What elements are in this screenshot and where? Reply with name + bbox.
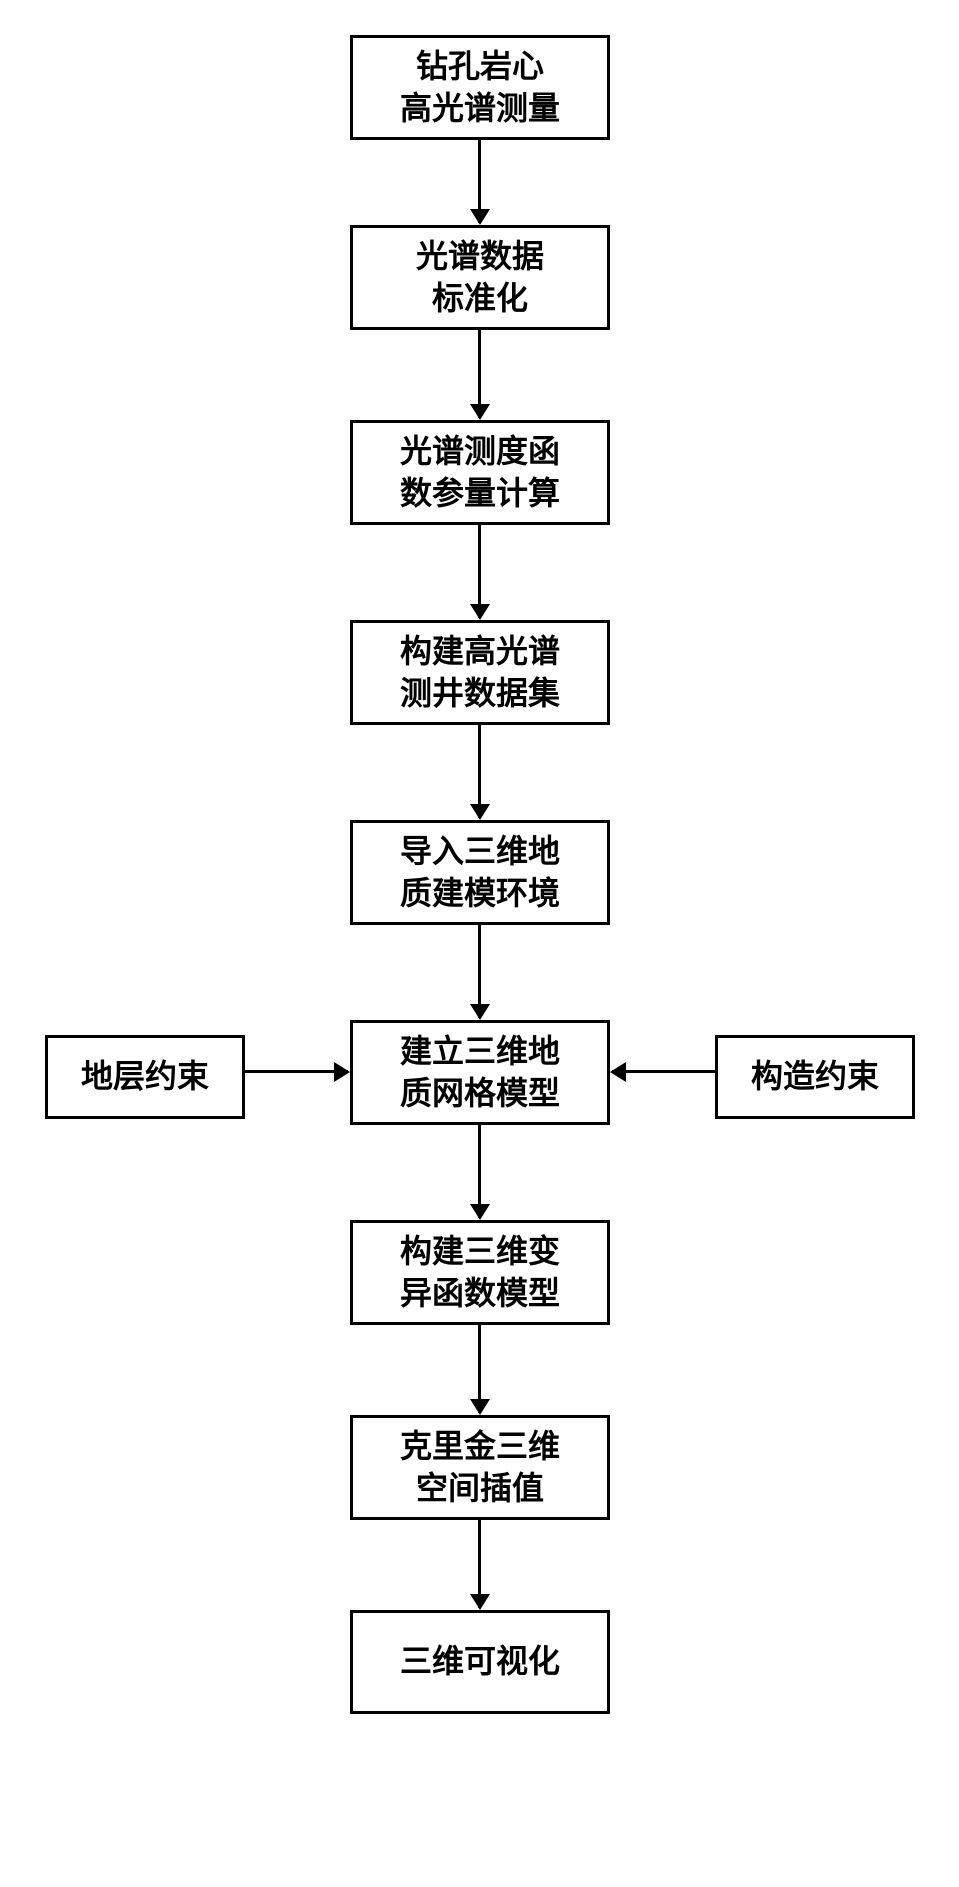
flowchart-container: 钻孔岩心高光谱测量 光谱数据标准化 光谱测度函数参量计算 构建高光谱测井数据集 … [0, 0, 959, 1887]
arrow-down [478, 1323, 481, 1413]
node-label: 克里金三维空间插值 [400, 1426, 560, 1509]
arrow-down [478, 523, 481, 618]
node-label: 光谱测度函数参量计算 [400, 431, 560, 514]
node-label: 光谱数据标准化 [416, 236, 544, 319]
node-label: 三维可视化 [400, 1641, 560, 1683]
node-label: 构造约束 [751, 1056, 879, 1098]
flowchart-node-step6: 建立三维地质网格模型 [350, 1020, 610, 1125]
flowchart-node-constraint-structure: 构造约束 [715, 1035, 915, 1119]
flowchart-node-step2: 光谱数据标准化 [350, 225, 610, 330]
flowchart-node-constraint-stratum: 地层约束 [45, 1035, 245, 1119]
arrow-right [245, 1070, 348, 1073]
flowchart-node-step8: 克里金三维空间插值 [350, 1415, 610, 1520]
arrow-left [612, 1070, 715, 1073]
flowchart-node-step7: 构建三维变异函数模型 [350, 1220, 610, 1325]
arrow-down [478, 923, 481, 1018]
flowchart-node-step5: 导入三维地质建模环境 [350, 820, 610, 925]
arrow-down [478, 1518, 481, 1608]
flowchart-node-step3: 光谱测度函数参量计算 [350, 420, 610, 525]
node-label: 构建三维变异函数模型 [400, 1231, 560, 1314]
node-label: 导入三维地质建模环境 [400, 831, 560, 914]
arrow-down [478, 328, 481, 418]
flowchart-node-step1: 钻孔岩心高光谱测量 [350, 35, 610, 140]
arrow-down [478, 1123, 481, 1218]
flowchart-node-step4: 构建高光谱测井数据集 [350, 620, 610, 725]
flowchart-node-step9: 三维可视化 [350, 1610, 610, 1714]
node-label: 构建高光谱测井数据集 [400, 631, 560, 714]
node-label: 钻孔岩心高光谱测量 [400, 46, 560, 129]
arrow-down [478, 723, 481, 818]
node-label: 建立三维地质网格模型 [400, 1031, 560, 1114]
node-label: 地层约束 [81, 1056, 209, 1098]
arrow-down [478, 138, 481, 223]
